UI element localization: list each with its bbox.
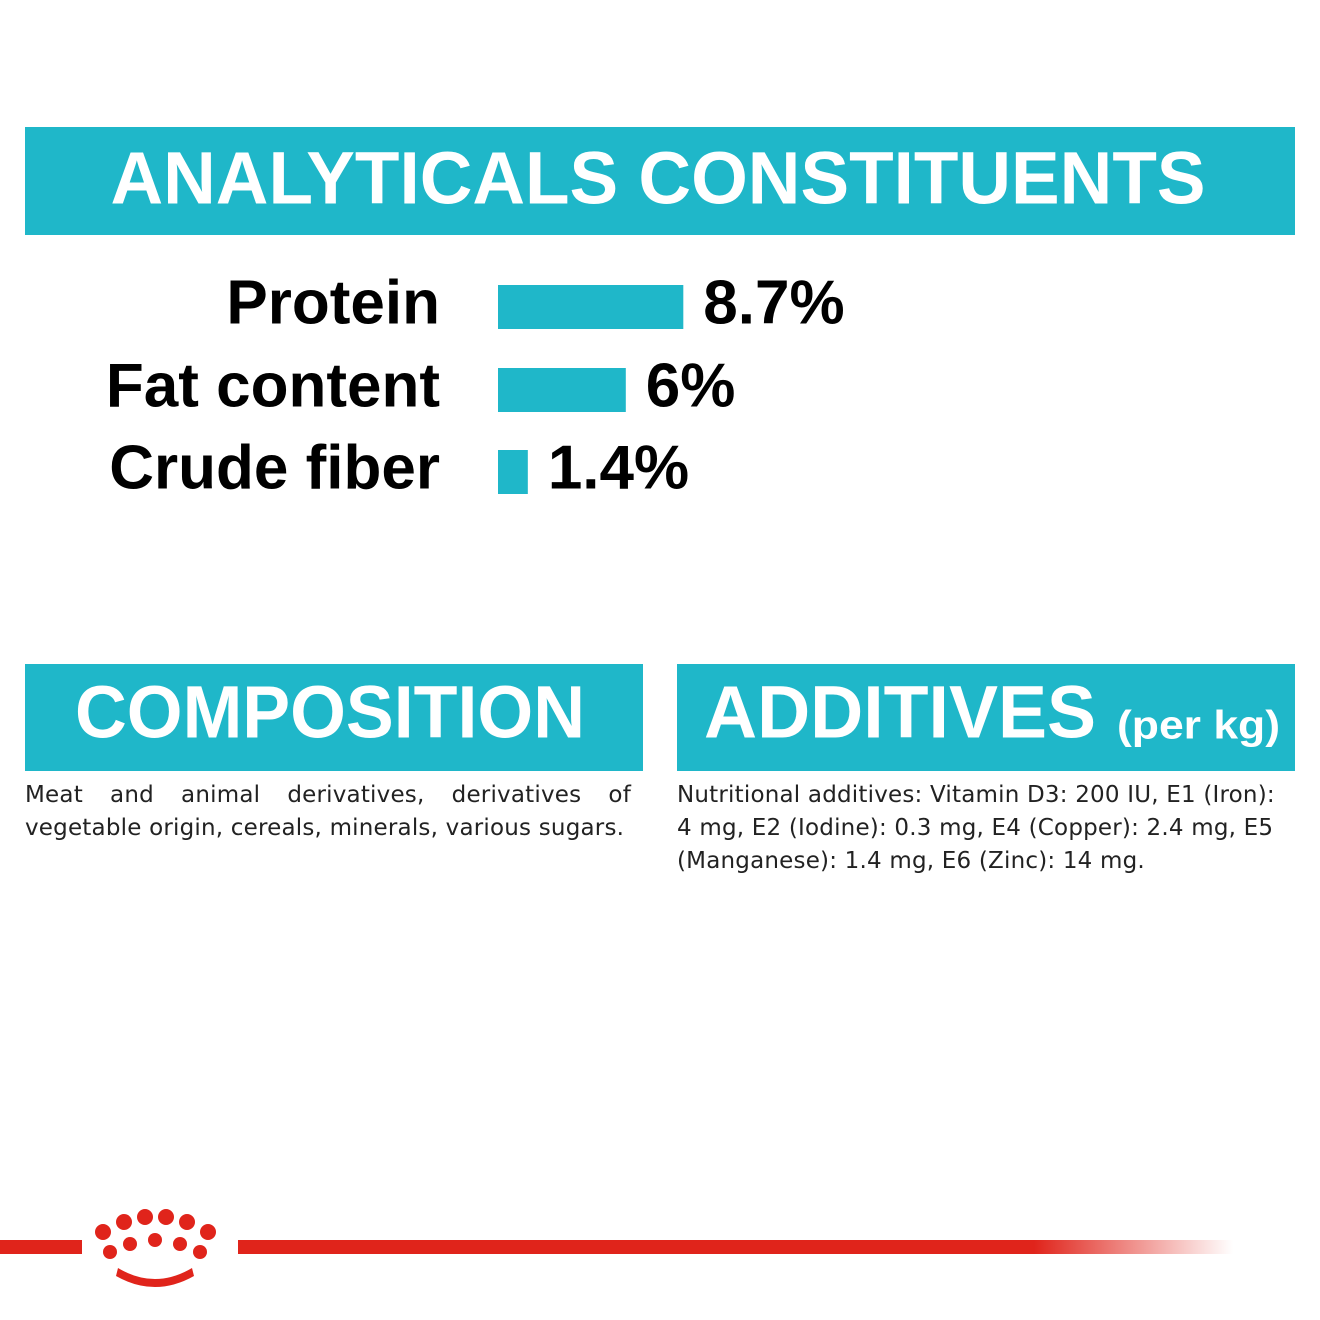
bar <box>498 450 528 494</box>
bar-chart: Protein 8.7% Fat content 6% Crude fiber 1.4% <box>106 268 845 502</box>
value-label: 1.4% <box>548 433 689 502</box>
composition-title: COMPOSITION <box>75 671 585 754</box>
composition-band <box>25 664 643 771</box>
bar <box>498 285 684 329</box>
header-title: ANALYTICALS CONSTITUENTS <box>111 137 1206 220</box>
category-label: Protein <box>226 268 440 337</box>
footer-line <box>0 1240 82 1254</box>
value-label: 6% <box>646 351 736 420</box>
additives-band <box>677 664 1295 771</box>
footer-logo <box>0 1209 1233 1287</box>
category-label: Fat content <box>106 351 440 420</box>
value-label: 8.7% <box>703 268 844 337</box>
additives-text: Nutritional additives: Vitamin D3: 200 I… <box>677 782 1275 874</box>
footer-line <box>238 1240 1233 1254</box>
composition-text: Meat and animal derivatives, derivatives… <box>25 782 631 841</box>
bar <box>498 368 626 412</box>
header-band <box>25 127 1295 235</box>
additives-unit: (per kg) <box>1117 704 1280 748</box>
additives-title: ADDITIVES <box>704 671 1096 754</box>
category-label: Crude fiber <box>109 433 440 502</box>
